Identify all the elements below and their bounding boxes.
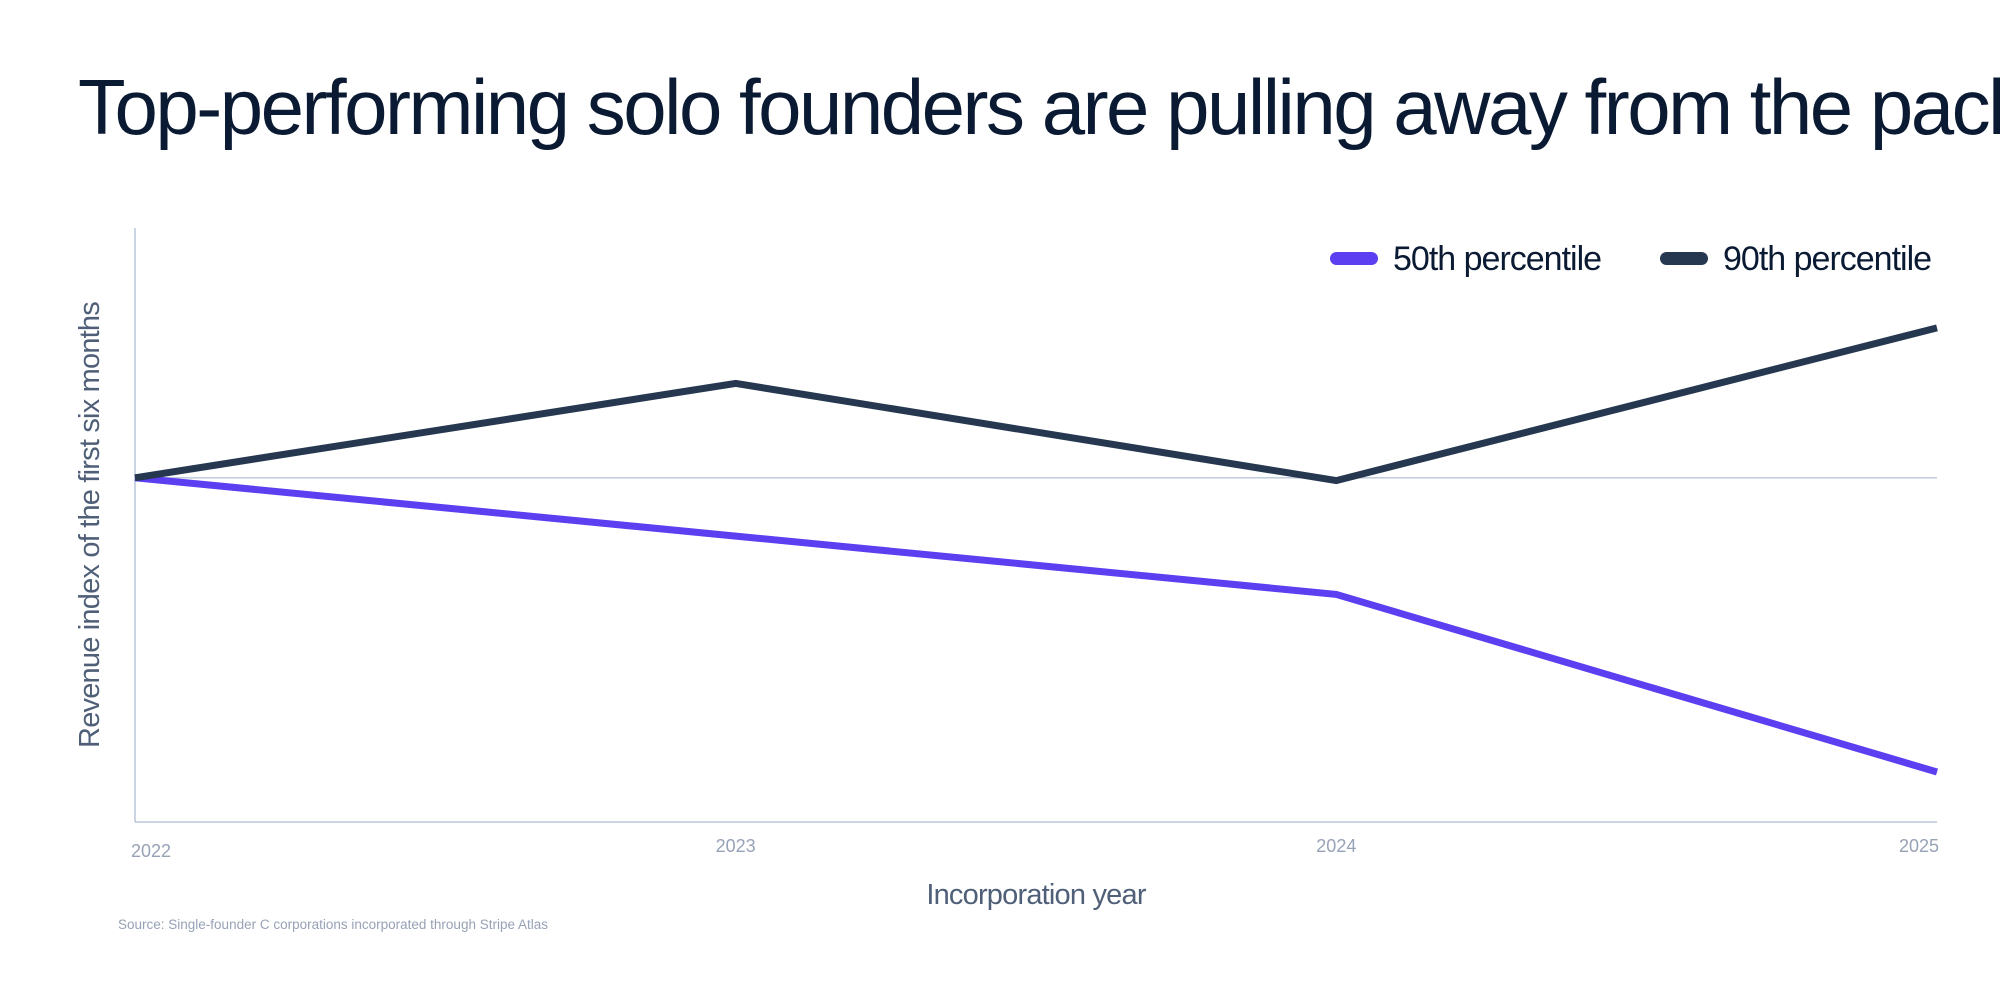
x-tick-label: 2025 — [1899, 836, 1939, 856]
x-tick-label: 2022 — [131, 841, 171, 861]
chart-title: Top-performing solo founders are pulling… — [78, 63, 2000, 151]
series-line-50th-percentile — [134, 474, 1938, 776]
y-axis-label: Revenue index of the first six months — [74, 302, 106, 748]
legend-swatch — [1660, 252, 1708, 265]
series-line-90th-percentile — [134, 324, 1938, 485]
legend-label: 50th percentile — [1393, 240, 1601, 278]
x-axis-label: Incorporation year — [926, 879, 1146, 911]
legend-item-50th-percentile: 50th percentile — [1330, 240, 1602, 278]
legend-item-90th-percentile: 90th percentile — [1660, 240, 1932, 278]
legend: 50th percentile 90th percentile — [1330, 240, 1932, 278]
legend-label: 90th percentile — [1723, 240, 1931, 278]
x-tick-label: 2024 — [1316, 836, 1356, 856]
x-tick-label: 2023 — [716, 836, 756, 856]
axis-layer — [134, 228, 1937, 823]
x-tick-labels: 2022 2023 2024 2025 — [131, 836, 1939, 861]
source-note: Source: Single-founder C corporations in… — [118, 917, 548, 932]
series-layer — [134, 324, 1938, 776]
legend-swatch — [1330, 252, 1378, 265]
